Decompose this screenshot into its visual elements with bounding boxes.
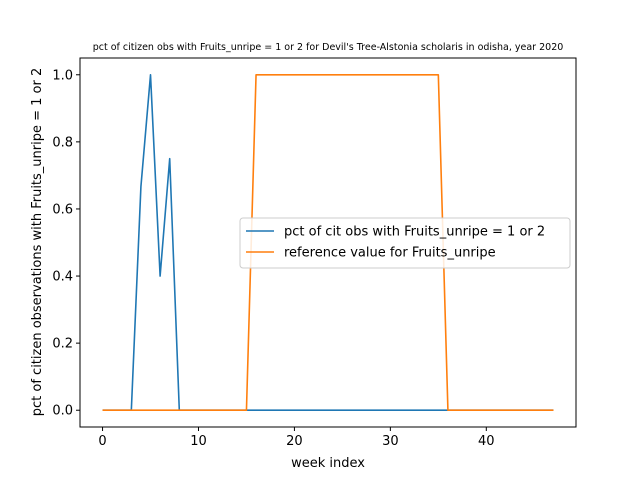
plot-frame-border <box>79 57 577 428</box>
chart-title: pct of citizen obs with Fruits_unripe = … <box>93 42 564 53</box>
y-tick-label: 1.0 <box>52 68 73 83</box>
y-tick-label: 0.6 <box>52 202 73 217</box>
y-tick-label: 0.2 <box>52 337 73 352</box>
series-lines <box>102 73 554 412</box>
legend-label-2: reference value for Fruits_unripe <box>284 246 496 261</box>
series-line-2 <box>102 73 554 412</box>
y-tick-label: 0.4 <box>52 270 73 285</box>
x-axis-ticks: 0 10 20 30 40 <box>98 427 495 449</box>
x-tick-label: 0 <box>98 434 106 449</box>
x-tick-label: 30 <box>382 434 399 449</box>
y-axis-ticks: 0.0 0.2 0.4 0.6 0.8 1.0 <box>52 68 80 419</box>
y-axis-label: pct of citizen observations with Fruits_… <box>30 68 45 417</box>
y-tick-label: 0.8 <box>52 135 73 150</box>
y-tick-label: 0.0 <box>52 404 73 419</box>
legend-box <box>239 217 571 269</box>
x-axis-label: week index <box>291 456 365 471</box>
x-tick-label: 40 <box>478 434 495 449</box>
x-tick-label: 10 <box>190 434 207 449</box>
x-tick-label: 20 <box>286 434 303 449</box>
legend-label-1: pct of cit obs with Fruits_unripe = 1 or… <box>284 225 545 240</box>
legend: pct of cit obs with Fruits_unripe = 1 or… <box>239 217 571 269</box>
